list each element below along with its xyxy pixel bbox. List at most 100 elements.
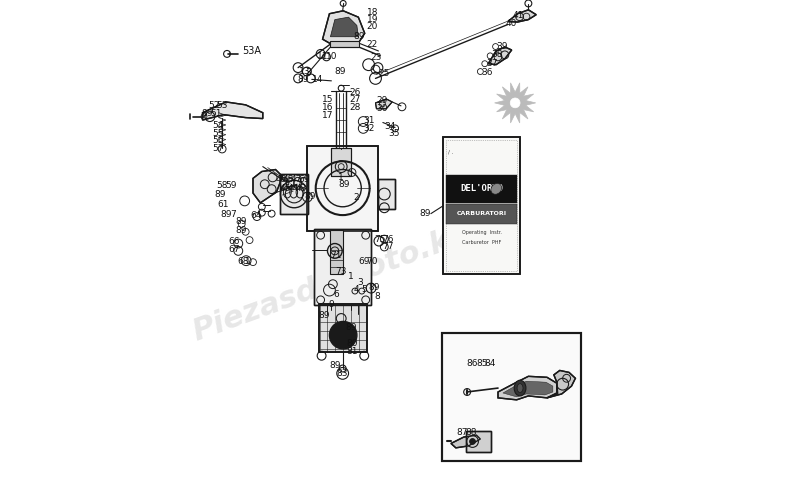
Text: 57: 57 xyxy=(212,144,224,153)
Bar xyxy=(319,304,367,352)
Text: 1: 1 xyxy=(245,257,250,266)
Bar xyxy=(466,431,491,452)
Bar xyxy=(446,204,517,223)
Text: 43: 43 xyxy=(295,184,306,193)
Ellipse shape xyxy=(514,380,526,396)
Text: 8: 8 xyxy=(374,293,380,301)
Text: 45: 45 xyxy=(279,184,291,193)
Ellipse shape xyxy=(491,183,502,194)
Polygon shape xyxy=(375,99,392,109)
Text: 56: 56 xyxy=(212,136,224,145)
Text: 7: 7 xyxy=(230,210,236,219)
Polygon shape xyxy=(508,10,536,22)
Text: 25: 25 xyxy=(378,69,390,78)
Text: 89: 89 xyxy=(345,323,357,332)
Text: 52: 52 xyxy=(208,101,219,110)
Text: 48: 48 xyxy=(282,175,294,184)
Bar xyxy=(446,140,517,271)
Text: 31: 31 xyxy=(363,116,374,125)
Polygon shape xyxy=(547,370,575,398)
Text: 89: 89 xyxy=(338,180,350,189)
Polygon shape xyxy=(202,102,262,120)
Text: 5: 5 xyxy=(361,285,366,294)
Text: 34: 34 xyxy=(384,122,396,131)
Bar xyxy=(314,229,370,305)
Text: Piezasdemoto.ki: Piezasdemoto.ki xyxy=(189,222,465,346)
Text: 26: 26 xyxy=(349,88,361,97)
Polygon shape xyxy=(498,376,558,400)
Text: 73: 73 xyxy=(335,267,347,276)
Ellipse shape xyxy=(517,384,523,392)
Text: / .: / . xyxy=(448,149,454,154)
Text: Carburetor  PHF: Carburetor PHF xyxy=(462,240,502,245)
Bar xyxy=(330,41,359,47)
Text: 89: 89 xyxy=(221,210,232,219)
Text: 3: 3 xyxy=(358,278,363,287)
Text: DEL'ORTO: DEL'ORTO xyxy=(460,184,503,194)
Bar xyxy=(331,148,351,176)
Polygon shape xyxy=(494,83,536,123)
Text: 61: 61 xyxy=(218,200,230,209)
Polygon shape xyxy=(488,47,512,65)
Text: 15: 15 xyxy=(322,96,333,104)
Bar xyxy=(443,137,520,274)
Bar xyxy=(330,230,342,274)
Text: 16: 16 xyxy=(322,103,333,112)
Bar xyxy=(319,304,367,352)
Text: 47: 47 xyxy=(290,175,302,184)
Bar xyxy=(443,137,520,274)
Text: 1: 1 xyxy=(338,173,344,182)
Circle shape xyxy=(470,439,475,444)
Text: 17: 17 xyxy=(322,111,333,120)
Text: 86: 86 xyxy=(466,359,478,368)
Text: 89: 89 xyxy=(334,67,346,75)
Bar xyxy=(442,333,582,461)
Bar xyxy=(378,179,395,209)
Bar xyxy=(307,146,378,231)
Text: 84: 84 xyxy=(484,359,496,368)
Text: 3: 3 xyxy=(305,68,310,77)
Text: 55: 55 xyxy=(212,129,224,138)
Text: 37: 37 xyxy=(486,59,498,68)
Bar xyxy=(446,174,517,203)
Text: 54: 54 xyxy=(212,121,224,130)
Text: 89: 89 xyxy=(419,209,431,218)
Text: 64: 64 xyxy=(250,211,262,220)
Text: 81: 81 xyxy=(346,347,358,356)
Text: 89: 89 xyxy=(368,283,380,292)
Polygon shape xyxy=(322,11,365,43)
Text: 69: 69 xyxy=(298,175,310,184)
Text: 89: 89 xyxy=(202,109,213,118)
Text: 89: 89 xyxy=(236,218,247,226)
Text: 11: 11 xyxy=(317,52,328,61)
Text: 89: 89 xyxy=(305,192,316,200)
Text: 44: 44 xyxy=(287,184,298,193)
Circle shape xyxy=(330,321,357,349)
Text: 53: 53 xyxy=(216,101,228,110)
Circle shape xyxy=(510,98,520,108)
Bar xyxy=(466,431,491,452)
Text: 35: 35 xyxy=(389,129,400,138)
Bar xyxy=(378,179,395,209)
Text: 89: 89 xyxy=(214,190,226,198)
Text: 23: 23 xyxy=(370,53,382,62)
Text: 53A: 53A xyxy=(242,47,262,56)
Bar xyxy=(442,333,582,461)
Text: 89: 89 xyxy=(297,75,309,84)
Text: 32: 32 xyxy=(363,124,374,133)
Bar xyxy=(314,229,370,305)
Bar xyxy=(331,148,351,176)
Text: 89: 89 xyxy=(329,361,341,369)
Text: 13: 13 xyxy=(298,67,310,76)
Text: 75: 75 xyxy=(374,235,386,244)
Text: 10: 10 xyxy=(326,52,337,61)
Text: 2: 2 xyxy=(354,194,359,202)
Text: 59: 59 xyxy=(225,181,237,190)
Text: 9: 9 xyxy=(328,300,334,309)
Polygon shape xyxy=(451,435,480,448)
Polygon shape xyxy=(330,17,358,37)
Text: 30: 30 xyxy=(377,104,388,113)
Text: 22: 22 xyxy=(366,40,378,49)
Text: 58: 58 xyxy=(216,181,228,190)
Text: 76: 76 xyxy=(382,235,394,244)
